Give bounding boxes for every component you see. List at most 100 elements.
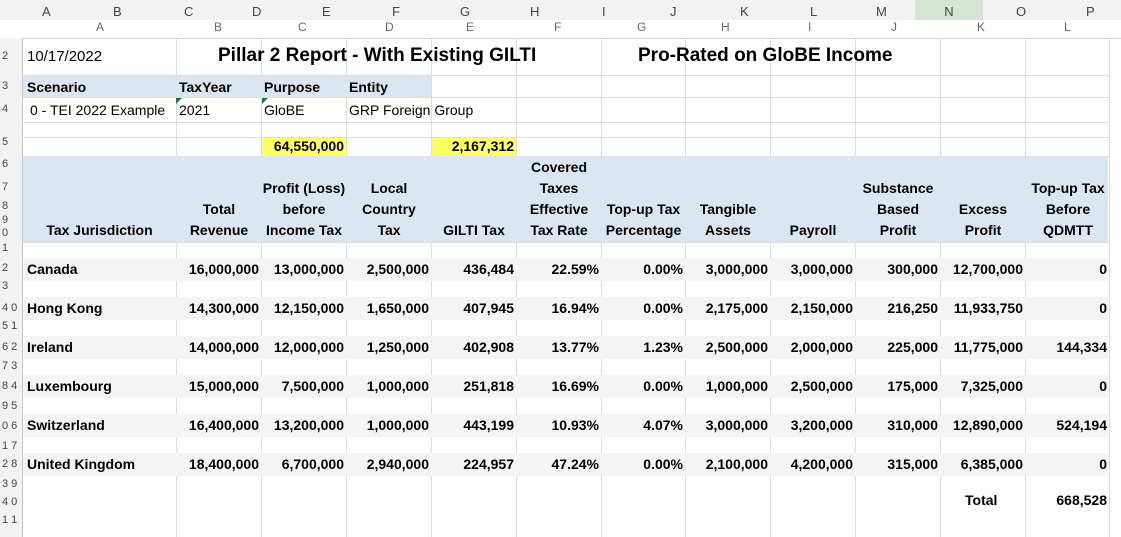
row-number[interactable]: 6 2 — [2, 341, 18, 353]
table-cell[interactable]: 4.07% — [643, 417, 683, 433]
table-cell[interactable]: 12,890,000 — [952, 417, 1023, 433]
column-header-J[interactable]: J — [670, 4, 677, 19]
table-cell[interactable]: 1.23% — [643, 339, 683, 355]
column-header-I[interactable]: I — [602, 4, 606, 19]
column-header-L[interactable]: L — [810, 4, 818, 19]
scenario-value[interactable]: 0 - TEI 2022 Example — [30, 102, 166, 118]
entity-label[interactable]: Entity — [349, 79, 388, 95]
table-cell[interactable]: 0 — [1099, 261, 1107, 277]
header-payroll[interactable]: Payroll — [771, 220, 855, 241]
column-header-P[interactable]: P — [1086, 4, 1095, 19]
table-cell[interactable]: 251,818 — [463, 378, 514, 394]
column-header-B[interactable]: B — [113, 4, 122, 19]
report-subtitle[interactable]: Pro-Rated on GloBE Income — [638, 45, 893, 66]
header-local-country-tax[interactable]: Local Country Tax — [347, 178, 431, 241]
row-number[interactable]: 2 8 — [2, 458, 18, 470]
row-number[interactable]: 7 3 — [2, 360, 18, 372]
table-cell[interactable]: 2,150,000 — [790, 300, 853, 316]
entity-value[interactable]: GRP Foreign Group — [349, 102, 474, 118]
table-cell[interactable]: 6,385,000 — [960, 456, 1023, 472]
column-header-A[interactable]: A — [42, 4, 51, 19]
table-cell[interactable]: 2,500,000 — [366, 261, 429, 277]
table-cell[interactable]: 224,957 — [463, 456, 514, 472]
jurisdiction-cell[interactable]: Canada — [27, 261, 78, 277]
table-cell[interactable]: 7,500,000 — [281, 378, 344, 394]
table-cell[interactable]: 2,100,000 — [705, 456, 768, 472]
row-number[interactable]: 9 5 — [2, 400, 18, 412]
column-header-K[interactable]: K — [740, 4, 749, 19]
row-number[interactable]: 4 0 — [2, 302, 18, 314]
table-cell[interactable]: 2,000,000 — [790, 339, 853, 355]
jurisdiction-cell[interactable]: Switzerland — [27, 417, 105, 433]
table-cell[interactable]: 13,200,000 — [273, 417, 344, 433]
table-cell[interactable]: 12,000,000 — [273, 339, 344, 355]
row-number[interactable]: 3 — [2, 80, 9, 92]
gilti-total[interactable]: 2,167,312 — [451, 138, 514, 154]
column-header-M[interactable]: M — [876, 4, 887, 19]
table-cell[interactable]: 0.00% — [643, 261, 683, 277]
table-cell[interactable]: 0 — [1099, 300, 1107, 316]
table-cell[interactable]: 7,325,000 — [960, 378, 1023, 394]
row-number[interactable]: 1 7 — [2, 440, 18, 452]
table-cell[interactable]: 2,175,000 — [705, 300, 768, 316]
purpose-label[interactable]: Purpose — [264, 79, 321, 95]
jurisdiction-cell[interactable]: Ireland — [27, 339, 73, 355]
report-date[interactable]: 10/17/2022 — [27, 48, 103, 65]
profit-total[interactable]: 64,550,000 — [273, 138, 344, 154]
table-cell[interactable]: 0 — [1099, 456, 1107, 472]
table-cell[interactable]: 436,484 — [463, 261, 514, 277]
table-cell[interactable]: 12,150,000 — [273, 300, 344, 316]
table-cell[interactable]: 14,300,000 — [188, 300, 259, 316]
table-cell[interactable]: 1,650,000 — [366, 300, 429, 316]
table-cell[interactable]: 3,000,000 — [790, 261, 853, 277]
table-cell[interactable]: 1,000,000 — [705, 378, 768, 394]
row-number[interactable]: 8 — [2, 200, 9, 212]
table-cell[interactable]: 315,000 — [887, 456, 938, 472]
table-cell[interactable]: 402,908 — [463, 339, 514, 355]
table-cell[interactable]: 0.00% — [643, 378, 683, 394]
taxyear-label[interactable]: TaxYear — [179, 79, 232, 95]
row-number[interactable]: 8 4 — [2, 380, 18, 392]
total-value[interactable]: 668,528 — [1056, 492, 1107, 508]
table-cell[interactable]: 144,334 — [1056, 339, 1107, 355]
header-topup-before-qdmtt[interactable]: Top-up Tax Before QDMTT — [1026, 178, 1110, 241]
column-header-G[interactable]: G — [460, 4, 471, 19]
column-header-F[interactable]: F — [392, 4, 400, 19]
table-cell[interactable]: 11,775,000 — [953, 339, 1023, 355]
row-number[interactable]: 0 6 — [2, 420, 18, 432]
table-cell[interactable]: 310,000 — [887, 417, 938, 433]
row-number[interactable]: 9 — [2, 214, 9, 226]
header-substance-based-profit[interactable]: Substance Based Profit — [856, 178, 940, 241]
scenario-label[interactable]: Scenario — [27, 79, 87, 95]
table-cell[interactable]: 4,200,000 — [790, 456, 853, 472]
table-cell[interactable]: 300,000 — [887, 261, 938, 277]
header-profit-before-tax[interactable]: Profit (Loss) before Income Tax — [262, 178, 346, 241]
column-header-E[interactable]: E — [322, 4, 331, 19]
row-number[interactable]: 5 1 — [2, 320, 18, 332]
table-cell[interactable]: 3,200,000 — [790, 417, 853, 433]
table-cell[interactable]: 15,000,000 — [188, 378, 259, 394]
table-cell[interactable]: 407,945 — [463, 300, 514, 316]
jurisdiction-cell[interactable]: Luxembourg — [27, 378, 112, 394]
total-label[interactable]: Total — [965, 492, 998, 508]
taxyear-value[interactable]: 2021 — [179, 102, 211, 118]
header-excess-profit[interactable]: Excess Profit — [941, 199, 1025, 241]
table-cell[interactable]: 2,500,000 — [705, 339, 768, 355]
table-cell[interactable]: 47.24% — [551, 456, 599, 472]
row-number[interactable]: 3 9 — [2, 478, 18, 490]
table-cell[interactable]: 16,000,000 — [188, 261, 259, 277]
table-cell[interactable]: 14,000,000 — [188, 339, 259, 355]
jurisdiction-cell[interactable]: United Kingdom — [27, 456, 136, 472]
table-cell[interactable]: 216,250 — [887, 300, 938, 316]
row-number[interactable]: 5 — [2, 136, 9, 148]
table-cell[interactable]: 16,400,000 — [188, 417, 259, 433]
column-header-D[interactable]: D — [252, 4, 262, 19]
header-covered-taxes-etr[interactable]: Covered Taxes Effective Tax Rate — [517, 157, 601, 241]
row-number[interactable]: 6 — [2, 158, 9, 170]
table-cell[interactable]: 10.93% — [551, 417, 599, 433]
column-header-O[interactable]: O — [1016, 4, 1027, 19]
table-cell[interactable]: 0.00% — [643, 300, 683, 316]
table-cell[interactable]: 1,000,000 — [366, 378, 429, 394]
table-cell[interactable]: 524,194 — [1056, 417, 1107, 433]
jurisdiction-cell[interactable]: Hong Kong — [27, 300, 103, 316]
